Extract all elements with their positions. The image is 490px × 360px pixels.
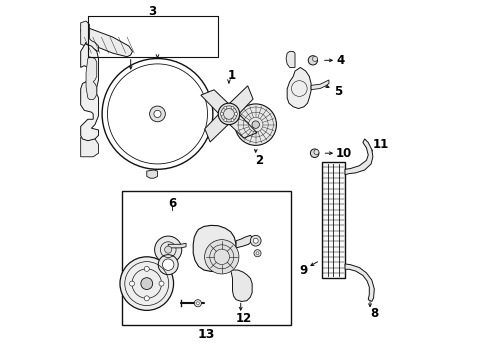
Circle shape <box>224 119 227 122</box>
Text: 5: 5 <box>334 85 342 98</box>
Polygon shape <box>147 170 157 178</box>
Polygon shape <box>81 135 98 157</box>
Text: 4: 4 <box>337 54 345 67</box>
Text: 2: 2 <box>255 154 263 167</box>
Circle shape <box>235 112 238 115</box>
Circle shape <box>194 300 201 307</box>
Circle shape <box>196 302 199 305</box>
Circle shape <box>144 296 149 301</box>
Text: 8: 8 <box>370 307 378 320</box>
Circle shape <box>231 119 234 122</box>
Polygon shape <box>81 26 132 57</box>
Circle shape <box>144 266 149 271</box>
Polygon shape <box>345 264 374 301</box>
Text: 11: 11 <box>372 139 389 152</box>
Circle shape <box>224 106 227 109</box>
Polygon shape <box>86 57 97 100</box>
Circle shape <box>231 106 234 109</box>
Circle shape <box>308 56 318 65</box>
Polygon shape <box>236 235 252 248</box>
Polygon shape <box>81 21 98 51</box>
Polygon shape <box>168 243 186 248</box>
Circle shape <box>141 278 153 289</box>
Text: 13: 13 <box>198 328 215 341</box>
Text: 7: 7 <box>145 268 152 281</box>
Circle shape <box>313 57 318 62</box>
Text: 10: 10 <box>336 147 352 160</box>
Polygon shape <box>287 67 311 109</box>
Circle shape <box>218 103 240 125</box>
Circle shape <box>155 236 182 263</box>
Circle shape <box>129 281 135 286</box>
Circle shape <box>205 240 239 274</box>
Circle shape <box>158 255 178 275</box>
Text: 1: 1 <box>227 69 236 82</box>
Polygon shape <box>286 51 295 67</box>
Polygon shape <box>345 139 373 175</box>
Bar <box>88 16 218 57</box>
Bar <box>322 162 345 278</box>
Circle shape <box>165 246 172 253</box>
Circle shape <box>254 249 261 257</box>
Polygon shape <box>231 270 252 301</box>
Text: 3: 3 <box>148 5 156 18</box>
Polygon shape <box>81 42 98 141</box>
Circle shape <box>252 121 259 129</box>
Circle shape <box>149 106 165 122</box>
Circle shape <box>235 104 276 145</box>
Polygon shape <box>224 86 253 119</box>
Polygon shape <box>311 80 329 90</box>
Circle shape <box>154 111 161 117</box>
Text: 9: 9 <box>299 264 307 277</box>
Bar <box>122 191 292 325</box>
Circle shape <box>159 281 164 286</box>
Circle shape <box>250 235 261 246</box>
Text: 12: 12 <box>236 312 252 325</box>
Circle shape <box>220 112 223 115</box>
Circle shape <box>314 150 319 155</box>
Polygon shape <box>224 109 257 138</box>
Circle shape <box>163 259 174 270</box>
Circle shape <box>120 257 173 310</box>
Circle shape <box>253 238 258 243</box>
Polygon shape <box>193 225 236 271</box>
Polygon shape <box>205 109 234 142</box>
Polygon shape <box>201 90 234 119</box>
Circle shape <box>310 149 319 157</box>
Circle shape <box>256 252 259 255</box>
Text: 6: 6 <box>169 197 176 210</box>
